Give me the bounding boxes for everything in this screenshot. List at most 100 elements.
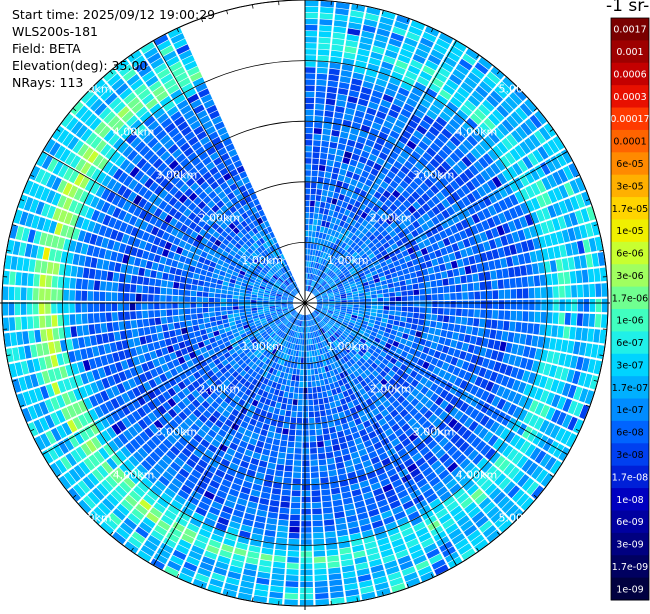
ray-gate <box>336 529 349 537</box>
ray-gate <box>282 326 287 332</box>
ray-gate <box>206 369 215 378</box>
ray-gate <box>531 263 539 275</box>
ray-gate <box>207 584 222 594</box>
ray-gate <box>317 270 321 276</box>
ray-gate <box>314 283 319 289</box>
ray-gate <box>349 331 356 337</box>
ray-gate <box>529 114 542 129</box>
ray-gate <box>287 336 292 342</box>
ray-gate <box>302 418 309 424</box>
ray-gate <box>258 336 264 343</box>
ray-gate <box>584 390 595 405</box>
ray-gate <box>264 343 270 349</box>
ray-gate <box>371 386 380 394</box>
ray-gate <box>44 399 55 413</box>
ray-gate <box>274 470 284 477</box>
ray-gate <box>289 317 295 322</box>
ray-gate <box>340 417 348 425</box>
ray-gate <box>275 304 281 306</box>
ray-gate <box>475 126 487 139</box>
ray-gate <box>116 503 130 516</box>
ray-gate <box>44 355 53 369</box>
ray-gate <box>443 172 454 183</box>
ray-gate <box>470 385 479 396</box>
ray-gate <box>314 122 323 129</box>
ray-gate <box>551 217 561 231</box>
ray-gate <box>496 141 509 154</box>
ray-gate <box>468 420 479 432</box>
ray-gate <box>332 413 340 421</box>
ray-gate <box>260 553 273 561</box>
ray-gate <box>328 395 335 403</box>
ray-gate <box>155 279 162 287</box>
ray-gate <box>290 417 297 424</box>
ray-gate <box>142 404 152 415</box>
ray-gate <box>315 293 321 297</box>
ray-gate <box>224 499 236 509</box>
ray-gate <box>326 241 332 248</box>
ray-gate <box>593 329 601 343</box>
ray-gate <box>329 249 335 256</box>
ray-gate <box>51 315 58 327</box>
ray-gate <box>481 182 492 194</box>
ray-gate <box>328 184 336 192</box>
ray-gate <box>498 300 505 310</box>
ray-gate <box>351 314 358 319</box>
ray-gate <box>335 425 343 432</box>
ray-gate <box>92 468 104 482</box>
ray-gate <box>370 245 378 253</box>
ray-gate <box>454 388 464 398</box>
ray-gate <box>327 364 333 371</box>
ray-gate <box>279 446 287 453</box>
ray-gate <box>224 363 232 371</box>
ray-gate <box>491 280 498 290</box>
ray-gate <box>494 237 503 248</box>
ray-gate <box>552 187 563 201</box>
ray-gate <box>329 370 335 377</box>
ray-gate <box>564 312 571 325</box>
ray-gate <box>546 312 553 324</box>
ray-gate <box>101 377 111 389</box>
ray-gate <box>333 394 340 402</box>
ray-gate <box>341 298 347 301</box>
ray-gate <box>343 113 354 122</box>
ray-gate <box>163 331 170 339</box>
ray-gate <box>34 260 42 273</box>
ray-gate <box>312 514 323 521</box>
ray-gate <box>313 544 325 551</box>
ray-gate <box>267 319 274 324</box>
ray-gate <box>484 271 491 281</box>
ray-gate <box>233 345 241 352</box>
ray-gate <box>472 470 484 483</box>
ray-gate <box>341 423 350 431</box>
ray-gate <box>348 334 355 340</box>
ray-gate <box>246 351 253 358</box>
ray-gate <box>310 287 314 293</box>
ray-gate <box>295 338 299 345</box>
ray-gate <box>324 260 329 267</box>
ray-gate <box>345 465 355 474</box>
ray-gate <box>191 469 202 479</box>
ray-gate <box>207 349 216 356</box>
ray-gate <box>313 362 318 369</box>
ray-gate <box>99 281 107 291</box>
ray-gate <box>435 223 444 232</box>
ray-gate <box>497 441 509 454</box>
ray-gate <box>279 352 285 359</box>
ray-gate <box>289 423 296 430</box>
ray-gate <box>340 188 348 196</box>
ray-gate <box>353 66 366 75</box>
ray-gate <box>84 384 94 396</box>
ray-gate <box>312 274 316 281</box>
ray-gate <box>73 484 86 498</box>
ray-gate <box>583 373 593 388</box>
ray-gate <box>322 299 329 301</box>
ray-gate <box>471 189 482 201</box>
ray-gate <box>370 168 379 177</box>
ray-gate <box>197 459 208 469</box>
ray-gate <box>475 336 483 346</box>
ray-gate <box>365 398 373 406</box>
ray-gate <box>210 392 219 401</box>
ray-gate <box>341 64 354 72</box>
ray-gate <box>68 487 82 502</box>
